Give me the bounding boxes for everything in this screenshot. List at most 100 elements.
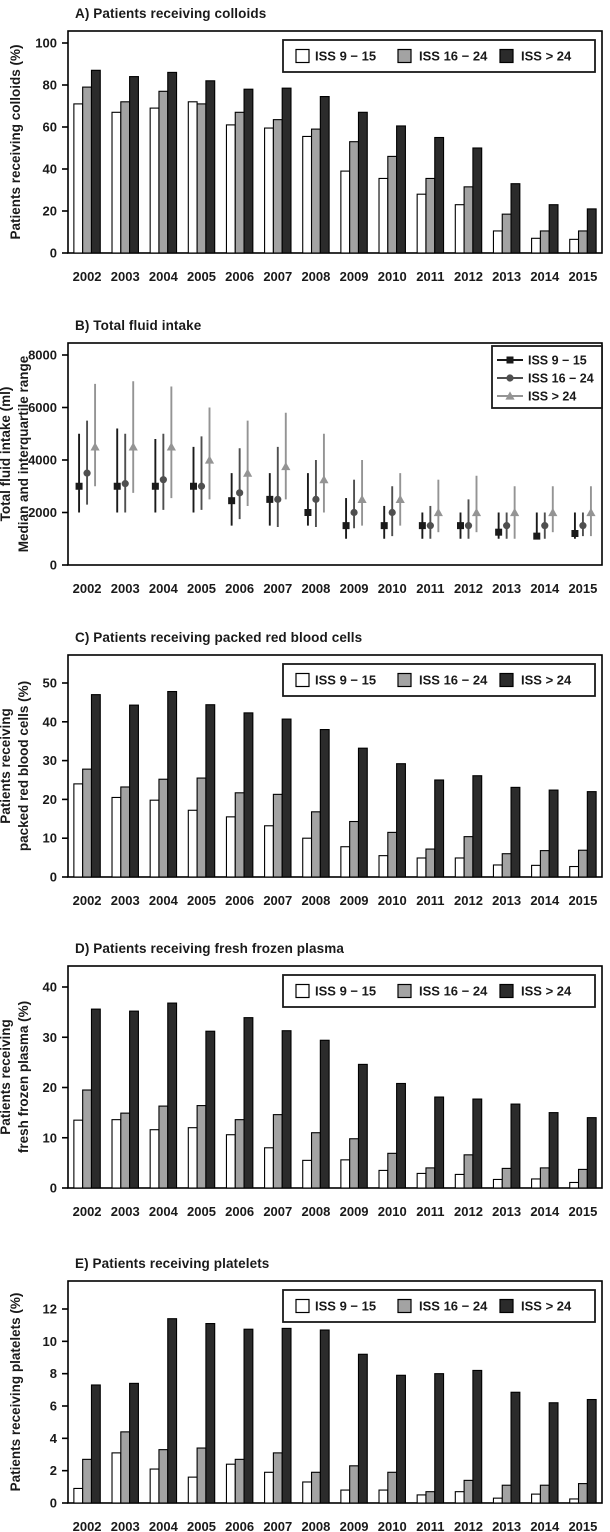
bar [310, 811, 321, 878]
median-marker-circle [541, 522, 549, 530]
x-tick-label: 2011 [416, 269, 444, 284]
x-tick-label: 2004 [149, 893, 179, 908]
legend-label: ISS 16 − 24 [419, 673, 488, 688]
x-tick-label: 2015 [568, 581, 597, 596]
y-axis-title: Patients receiving [0, 1019, 13, 1135]
bar [425, 177, 436, 254]
panel-d-chart: 0 10 20 30 40 2002 2003 2004 2005 2006 2007 2008 200… [0, 965, 603, 1219]
bar [120, 1112, 131, 1189]
bar [531, 1493, 541, 1504]
median-marker-triangle [243, 468, 253, 477]
bar [264, 1147, 274, 1189]
bar [569, 1498, 580, 1504]
bar [272, 1114, 283, 1189]
x-tick-label: 2003 [111, 269, 140, 284]
y-tick-label: 30 [43, 1030, 57, 1045]
bar [264, 1471, 274, 1504]
legend-label: ISS > 24 [528, 390, 576, 404]
x-tick-label: 2008 [301, 893, 330, 908]
x-tick-label: 2004 [149, 1519, 179, 1532]
bar [82, 768, 93, 878]
x-tick-label: 2006 [225, 893, 254, 908]
y-tick-label: 10 [43, 831, 57, 846]
bar [111, 796, 122, 878]
bar [205, 704, 216, 878]
bar [539, 850, 550, 878]
bar [378, 855, 389, 878]
bar [243, 88, 254, 254]
bar [548, 1112, 559, 1189]
x-tick-label: 2010 [378, 893, 407, 908]
legend-label: ISS 16 − 24 [419, 49, 488, 64]
bar [310, 128, 321, 254]
x-tick-label: 2004 [149, 1204, 179, 1219]
bar [569, 865, 580, 878]
x-tick-label: 2013 [492, 1204, 521, 1219]
legend-swatch [295, 48, 310, 64]
y-tick-label: 50 [43, 676, 57, 691]
legend-swatch [499, 983, 514, 999]
bar [378, 1169, 389, 1189]
bar [111, 1119, 122, 1189]
x-tick-label: 2014 [530, 1204, 560, 1219]
x-tick-label: 2009 [340, 893, 369, 908]
x-tick-label: 2008 [301, 1204, 330, 1219]
bar [129, 1382, 139, 1504]
bar [234, 111, 245, 254]
bar [434, 1096, 445, 1189]
median-marker-square [571, 530, 579, 537]
median-marker-triangle [395, 494, 405, 503]
legend-swatch [499, 672, 514, 688]
x-tick-label: 2003 [111, 893, 140, 908]
x-tick-label: 2010 [378, 581, 407, 596]
panel-b-chart: 0 2000 4000 6000 8000 2002 2003 2004 2005 2006 200… [0, 342, 603, 596]
median-marker-triangle [357, 494, 367, 503]
median-marker-circle [83, 469, 91, 477]
legend-box [282, 974, 596, 1008]
x-tick-label: 2004 [149, 269, 179, 284]
bar [73, 1487, 84, 1504]
bar [264, 825, 274, 878]
panel-a-chart: 0 20 40 60 80 100 2002 2003 2004 2005 2006 2007 2008… [8, 30, 603, 284]
bar [272, 119, 283, 254]
bar [243, 1017, 254, 1189]
bar [492, 1178, 503, 1189]
x-tick-label: 2008 [301, 1519, 330, 1532]
bar [539, 1167, 550, 1189]
legend-box [282, 1289, 596, 1323]
bar [472, 1098, 483, 1189]
panel-e-chart: 0 2 4 6 8 10 12 2002 2003 2004 2005 2006 2007 2008 200… [8, 1280, 603, 1532]
x-tick-label: 2006 [225, 581, 254, 596]
bar [492, 864, 503, 878]
y-axis-title: Patients receiving [0, 708, 13, 824]
median-marker-square [75, 482, 83, 490]
bar [319, 1039, 330, 1189]
panel-a: A) Patients receiving colloids 0 20 40 60 80… [0, 0, 610, 312]
y-tick-label: 40 [43, 714, 57, 729]
bar [454, 1491, 465, 1504]
bar [492, 1497, 503, 1504]
bar [510, 183, 521, 254]
panel-c-chart: 0 10 20 30 40 50 2002 2003 2004 2005 2006 2007 2008 2… [0, 654, 603, 908]
bar [387, 1152, 398, 1189]
bar [569, 238, 580, 254]
x-tick-label: 2012 [454, 893, 483, 908]
bar [167, 71, 178, 254]
x-tick-label: 2014 [530, 269, 560, 284]
bar [302, 1481, 313, 1504]
legend-label: ISS > 24 [521, 1299, 572, 1314]
legend-label: ISS 9 − 15 [315, 673, 376, 688]
bar [434, 1373, 445, 1504]
bar [378, 177, 389, 254]
x-tick-label: 2015 [568, 1519, 597, 1532]
bar [167, 1318, 178, 1504]
bar [129, 704, 139, 878]
bar [416, 1494, 427, 1504]
x-tick-label: 2002 [73, 1519, 102, 1532]
legend-swatch [397, 48, 412, 64]
bar [82, 1089, 93, 1189]
bar [120, 786, 131, 878]
legend-label: ISS 9 − 15 [315, 984, 376, 999]
median-marker-circle [121, 480, 129, 488]
bar [425, 1167, 436, 1189]
